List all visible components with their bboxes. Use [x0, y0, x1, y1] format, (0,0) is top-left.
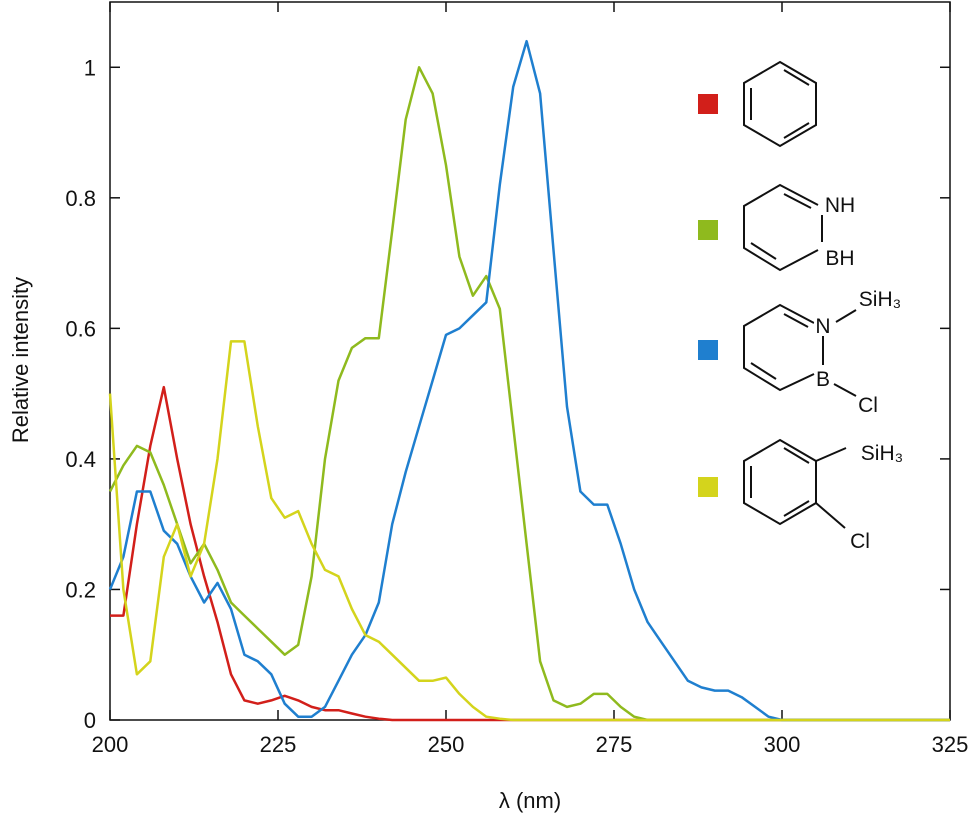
y-tick-label: 1: [84, 55, 96, 80]
legend-label: SiH₃: [859, 288, 901, 311]
legend-label: NH: [825, 194, 855, 217]
legend-label: Cl: [850, 530, 870, 553]
legend-structures: [743, 60, 857, 529]
legend-label: BH: [825, 247, 854, 270]
x-tick-label: 325: [932, 732, 969, 757]
x-tick-label: 200: [92, 732, 129, 757]
series-line: [108, 39, 950, 722]
x-tick-label: 275: [596, 732, 633, 757]
x-axis-label: λ (nm): [499, 788, 561, 813]
x-tick-label: 225: [260, 732, 297, 757]
y-tick-label: 0.6: [65, 316, 96, 341]
legend-swatch: [698, 477, 718, 497]
y-tick-label: 0.2: [65, 577, 96, 602]
x-tick-label: 250: [428, 732, 465, 757]
y-tick-label: 0.8: [65, 186, 96, 211]
legend-label: B: [816, 368, 830, 391]
legend-swatch: [698, 94, 718, 114]
legend-swatch: [698, 340, 718, 360]
series-line: [110, 385, 950, 722]
y-axis-label: Relative intensity: [8, 277, 33, 443]
legend-label: Cl: [858, 394, 878, 417]
series-line: [108, 340, 950, 722]
legend-label: N: [815, 315, 830, 338]
legend-label: SiH₃: [861, 442, 903, 465]
y-tick-label: 0: [84, 708, 96, 733]
legend-swatch: [698, 220, 718, 240]
x-tick-label: 300: [764, 732, 801, 757]
y-tick-label: 0.4: [65, 447, 96, 472]
